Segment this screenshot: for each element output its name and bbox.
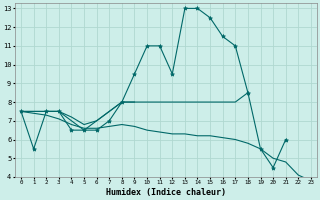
X-axis label: Humidex (Indice chaleur): Humidex (Indice chaleur)	[106, 188, 226, 197]
